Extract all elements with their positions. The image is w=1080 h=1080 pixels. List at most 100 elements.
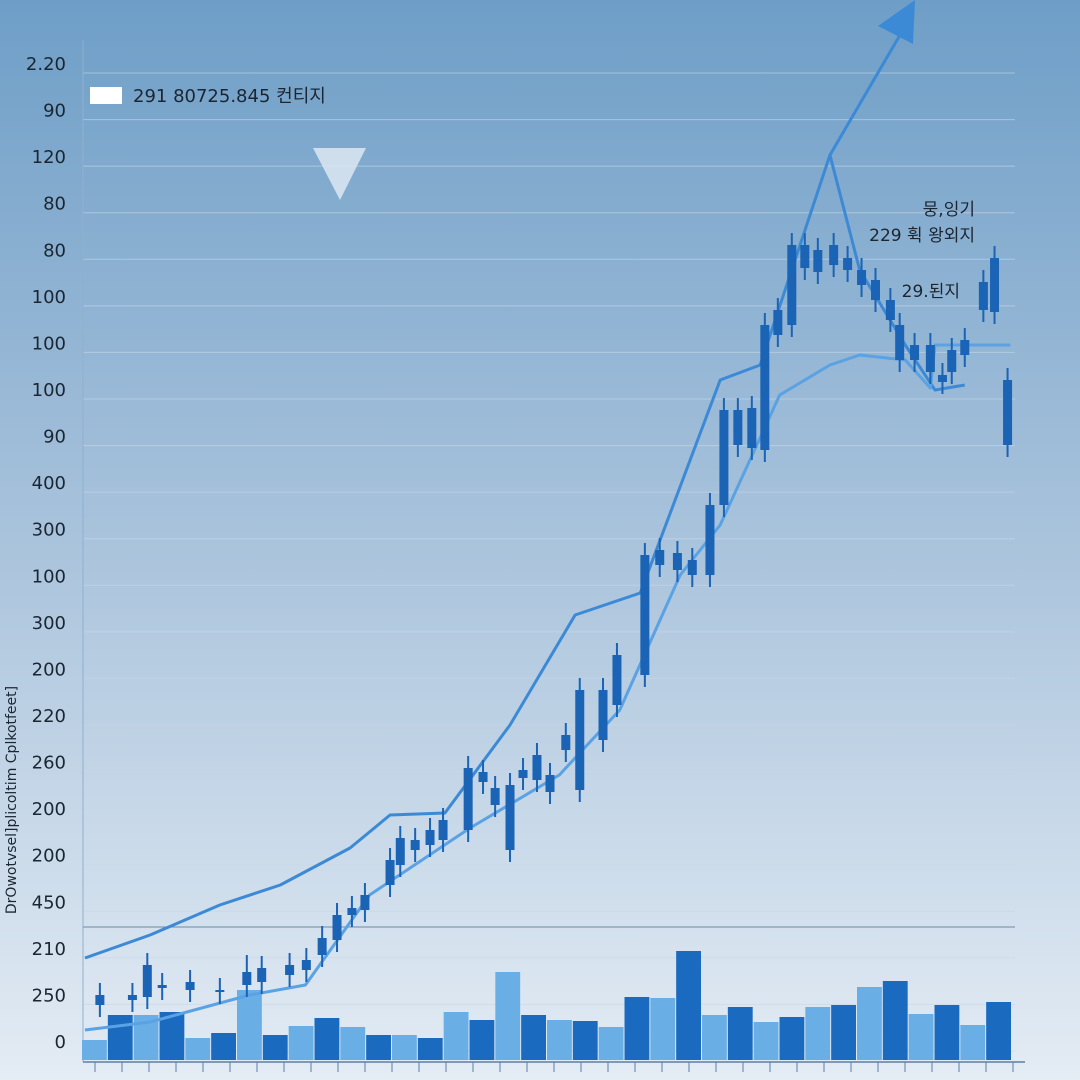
candle-body	[612, 655, 622, 705]
candle-body	[463, 768, 473, 830]
y-axis-label: 100	[32, 287, 66, 308]
candle-body	[395, 838, 405, 865]
volume-bar	[727, 1007, 753, 1060]
candle-body	[747, 408, 757, 448]
candle-body	[505, 785, 515, 850]
annotation: 29.된지	[902, 282, 960, 302]
trend-arrow-head	[878, 0, 915, 44]
volume-bar	[547, 1020, 572, 1060]
candle-body	[545, 775, 555, 792]
candle-body	[95, 995, 105, 1005]
candle-body	[257, 968, 267, 982]
y-axis-label: 450	[32, 892, 66, 913]
y-axis-label: 220	[32, 706, 66, 727]
volume-bar	[185, 1038, 211, 1060]
volume-bar	[211, 1033, 236, 1060]
candle-body	[719, 410, 729, 505]
volume-bar	[159, 1012, 185, 1060]
candle-body	[843, 258, 853, 270]
volume-bar	[237, 990, 262, 1060]
candle-body	[937, 375, 947, 382]
volume-bar	[392, 1035, 417, 1060]
candle-body	[360, 895, 370, 910]
volume-bar	[908, 1014, 934, 1060]
candle-body	[490, 788, 500, 805]
volume-bar	[340, 1027, 366, 1060]
volume-bar	[882, 981, 908, 1060]
candle-body	[672, 553, 682, 570]
candle-body	[978, 282, 988, 310]
down-arrow-icon	[313, 148, 366, 200]
candle-body	[142, 965, 152, 997]
volume-bar	[805, 1007, 831, 1060]
y-axis-label: 90	[43, 101, 66, 122]
volume-bar	[314, 1018, 340, 1060]
volume-bar	[676, 951, 701, 1060]
volume-bar	[288, 1026, 314, 1060]
candle-body	[640, 555, 650, 675]
y-axis-label: 0	[55, 1032, 66, 1053]
candle-body	[760, 325, 770, 450]
candle-body	[947, 350, 957, 372]
candle-body	[301, 960, 311, 970]
volume-bar	[702, 1015, 727, 1060]
candle-body	[829, 245, 839, 265]
candle-body	[687, 560, 697, 575]
candle-body	[438, 820, 448, 840]
candle-body	[242, 972, 252, 985]
volume-bar	[960, 1025, 986, 1060]
candle-body	[425, 830, 435, 845]
y-axis-label: 260	[32, 753, 66, 774]
candle-body	[385, 860, 395, 885]
legend-label: 291 80725.845 컨티지	[133, 86, 326, 107]
y-axis-label: 2.20	[26, 54, 66, 75]
candle-body	[773, 310, 783, 335]
candle-body	[285, 965, 295, 975]
legend-swatch	[90, 87, 122, 104]
candle-body	[215, 990, 225, 992]
y-axis-label: 80	[43, 194, 66, 215]
volume-bar	[624, 997, 650, 1060]
candle-body	[575, 690, 585, 790]
candle-body	[185, 982, 195, 990]
candle-body	[157, 985, 167, 988]
candle-body	[705, 505, 715, 575]
volume-bar	[262, 1035, 288, 1060]
volume-bar	[598, 1027, 624, 1060]
y-axis-label: 400	[32, 473, 66, 494]
y-axis-label: 200	[32, 799, 66, 820]
annotation: 229 휙 왕외지	[869, 226, 975, 246]
volume-bar	[857, 987, 882, 1060]
volume-bar	[469, 1020, 495, 1060]
y-axis-label: 250	[32, 985, 66, 1006]
candle-body	[895, 325, 905, 360]
volume-bar	[521, 1015, 546, 1060]
candle-body	[347, 908, 357, 915]
volume-bar	[417, 1038, 443, 1060]
candle-body	[127, 995, 137, 1000]
volume-bar	[986, 1002, 1011, 1060]
candle-body	[733, 410, 743, 445]
candle-body	[910, 345, 920, 360]
y-axis-title: DrOwotvsel]plicoltim Cplkotfeet]	[4, 686, 20, 914]
candle-body	[598, 690, 608, 740]
y-axis-label: 100	[32, 566, 66, 587]
y-axis-label: 80	[43, 240, 66, 261]
y-axis-label: 200	[32, 659, 66, 680]
candle-body	[925, 345, 935, 372]
candle-body	[960, 340, 970, 355]
y-axis-label: 300	[32, 520, 66, 541]
candle-body	[885, 300, 895, 320]
y-axis-label: 300	[32, 613, 66, 634]
y-axis-label: 100	[32, 380, 66, 401]
candle-body	[990, 258, 1000, 312]
candle-body	[561, 735, 571, 750]
volume-bar	[495, 972, 521, 1060]
candle-body	[787, 245, 797, 325]
volume-bar	[650, 998, 676, 1060]
candle-body	[532, 755, 542, 780]
volume-bar	[107, 1015, 133, 1060]
trend-arrow-shaft	[828, 34, 902, 156]
